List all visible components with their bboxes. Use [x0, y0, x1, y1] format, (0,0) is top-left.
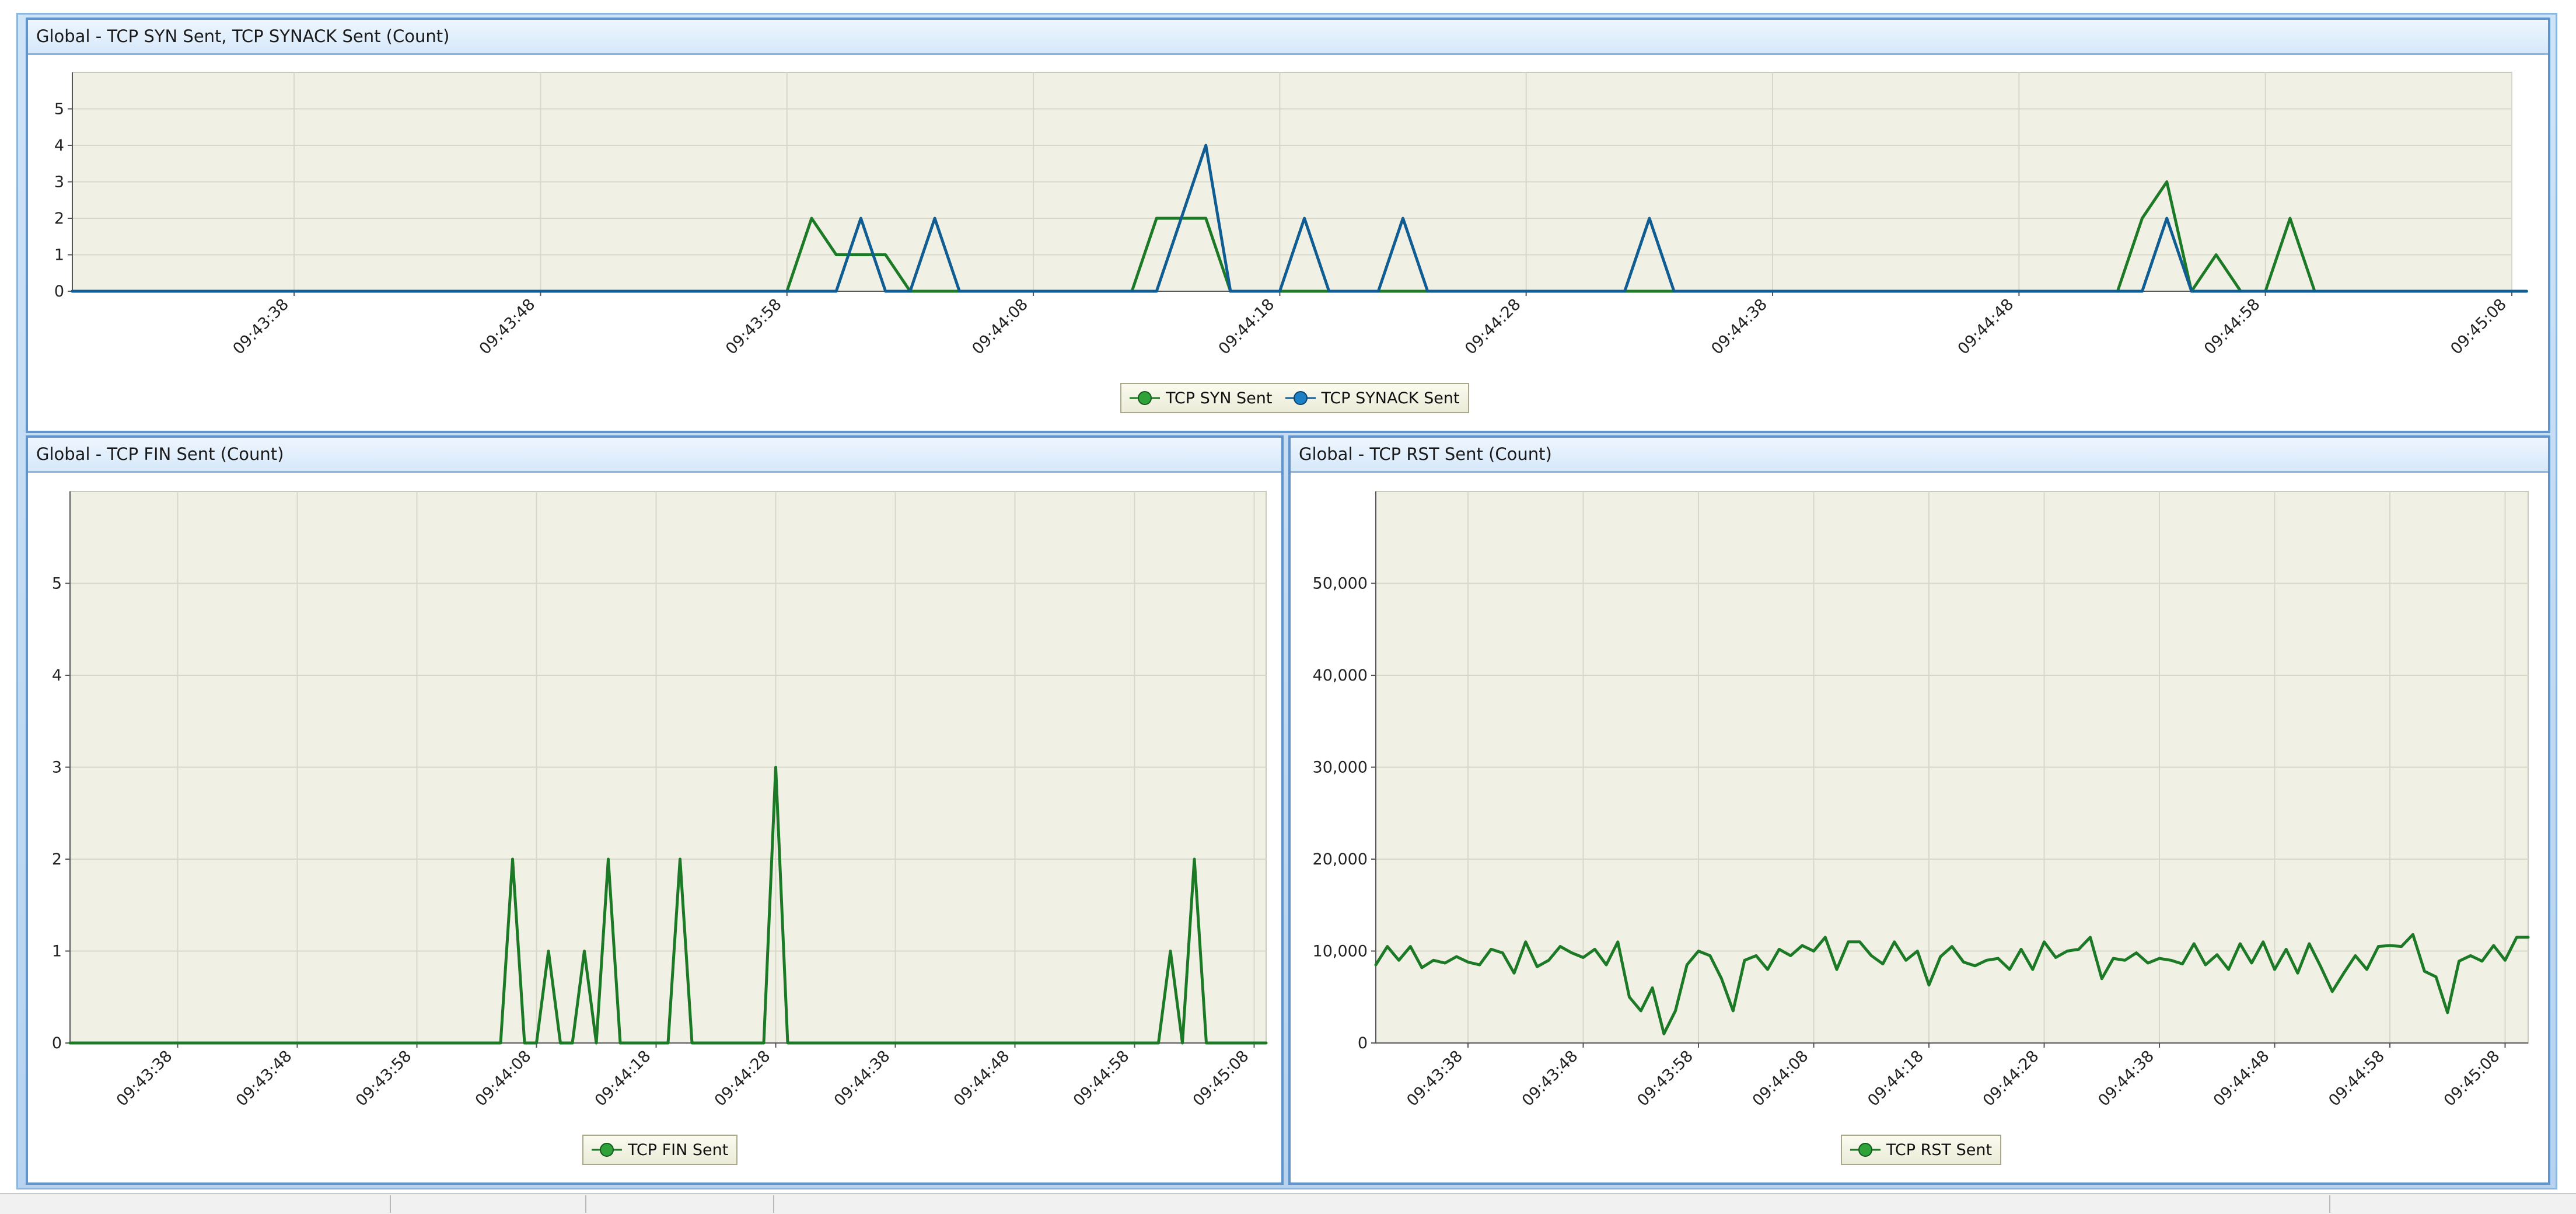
legend-item-tcp-syn-sent[interactable]: TCP SYN Sent	[1130, 389, 1273, 407]
y-tick-label: 0	[54, 282, 64, 301]
chart-rst-svg: 0 10,000 20,000 30,000 40,000 50,000 09:43:38 0…	[1313, 491, 2530, 1110]
x-tick-label: 09:43:38	[229, 295, 292, 358]
y-tick-label: 0	[1358, 1034, 1368, 1052]
panel-rst: Global - TCP RST Sent (Count) 0 10,000 20,…	[1288, 435, 2550, 1185]
y-tick-label: 1	[52, 943, 62, 961]
series-line-tcp-synack-sent	[71, 144, 2528, 293]
x-tick-label: 09:45:08	[1190, 1047, 1253, 1110]
y-tick-label: 4	[52, 667, 62, 685]
status-bar-divider	[585, 1195, 586, 1213]
y-tick-label: 30,000	[1313, 759, 1368, 777]
x-tick-label: 09:44:38	[831, 1047, 894, 1110]
y-tick-label: 50,000	[1313, 575, 1368, 593]
x-tick-label: 09:44:58	[1070, 1047, 1133, 1110]
x-tick-label: 09:44:18	[592, 1047, 655, 1110]
legend-item-tcp-rst-sent[interactable]: TCP RST Sent	[1850, 1141, 1992, 1159]
x-tick-label: 09:44:08	[472, 1047, 535, 1110]
panel-header[interactable]: Global - TCP RST Sent (Count)	[1291, 438, 2548, 473]
status-bar-divider	[2329, 1195, 2330, 1213]
x-tick-label: 09:43:58	[1634, 1047, 1697, 1110]
chart-rst: 0 10,000 20,000 30,000 40,000 50,000 09:43:38 0…	[1291, 438, 2548, 1182]
x-tick-label: 09:44:58	[2325, 1047, 2388, 1110]
panel-syn-synack: Global - TCP SYN Sent, TCP SYNACK Sent (…	[26, 18, 2550, 433]
legend-fin: TCP FIN Sent	[582, 1135, 738, 1165]
x-tick-label: 09:44:48	[2210, 1047, 2273, 1110]
legend-label: TCP SYN Sent	[1166, 389, 1273, 407]
legend-marker-green-icon	[592, 1143, 622, 1157]
x-tick-label: 09:44:28	[711, 1047, 774, 1110]
y-tick-label: 3	[54, 173, 64, 191]
panel-fin: Global - TCP FIN Sent (Count) 0 1 2 3 4 5 09:4…	[26, 435, 1284, 1185]
chart-fin-svg: 0 1 2 3 4 5 09:43:38 09:43:48 09:43:58 09:44:08 09…	[52, 491, 1268, 1110]
status-bar-divider	[390, 1195, 391, 1213]
legend-item-tcp-fin-sent[interactable]: TCP FIN Sent	[592, 1141, 728, 1159]
legend-label: TCP RST Sent	[1886, 1140, 1993, 1159]
x-tick-label: 09:44:08	[1749, 1047, 1812, 1110]
y-tick-label: 5	[52, 575, 62, 593]
x-tick-label: 09:43:48	[1519, 1047, 1582, 1110]
panel-header[interactable]: Global - TCP FIN Sent (Count)	[28, 438, 1281, 473]
x-tick-label: 09:44:48	[1955, 295, 2018, 358]
panel-title: Global - TCP RST Sent (Count)	[1299, 444, 1552, 464]
series-line-tcp-fin-sent	[68, 766, 1268, 1045]
series-line-tcp-rst-sent	[1374, 933, 2530, 1035]
x-tick-label: 09:44:28	[1980, 1047, 2043, 1110]
legend-syn-synack: TCP SYN Sent TCP SYNACK Sent	[1120, 383, 1469, 413]
x-tick-label: 09:43:58	[352, 1047, 415, 1110]
x-tick-label: 09:43:48	[476, 295, 539, 358]
y-tick-label: 2	[52, 850, 62, 868]
y-tick-label: 4	[54, 137, 64, 155]
chart-syn-synack-svg: 0 1 2 3 4 5 09:43:38 09:43:48 09:43:58 09:44:08 09…	[54, 72, 2528, 358]
chart-fin: 0 1 2 3 4 5 09:43:38 09:43:48 09:43:58 09:44:08 09…	[28, 438, 1281, 1182]
legend-label: TCP SYNACK Sent	[1321, 389, 1460, 407]
x-tick-label: 09:44:18	[1215, 295, 1278, 358]
y-tick-label: 3	[52, 759, 62, 777]
x-tick-label: 09:44:18	[1864, 1047, 1927, 1110]
chart-syn-synack: 0 1 2 3 4 5 09:43:38 09:43:48 09:43:58 09:44:08 09…	[28, 20, 2548, 431]
x-tick-label: 09:43:58	[722, 295, 785, 358]
legend-rst: TCP RST Sent	[1841, 1135, 2002, 1165]
legend-item-tcp-synack-sent[interactable]: TCP SYNACK Sent	[1285, 389, 1460, 407]
x-tick-label: 09:44:48	[950, 1047, 1013, 1110]
x-tick-label: 09:43:38	[113, 1047, 176, 1110]
y-tick-label: 0	[52, 1034, 62, 1052]
x-tick-label: 09:44:08	[969, 295, 1032, 358]
y-tick-label: 2	[54, 210, 64, 228]
status-bar	[0, 1193, 2576, 1214]
x-tick-label: 09:45:08	[2447, 295, 2510, 358]
x-tick-label: 09:45:08	[2441, 1047, 2504, 1110]
x-tick-label: 09:43:48	[233, 1047, 296, 1110]
legend-marker-green-icon	[1850, 1143, 1881, 1157]
panel-title: Global - TCP FIN Sent (Count)	[36, 444, 284, 464]
legend-marker-green-icon	[1130, 391, 1160, 405]
y-tick-label: 40,000	[1313, 667, 1368, 685]
x-tick-label: 09:44:28	[1462, 295, 1525, 358]
y-tick-label: 5	[54, 100, 64, 118]
legend-label: TCP FIN Sent	[628, 1140, 729, 1159]
panel-header[interactable]: Global - TCP SYN Sent, TCP SYNACK Sent (…	[28, 20, 2548, 55]
x-tick-label: 09:43:38	[1403, 1047, 1466, 1110]
x-tick-label: 09:44:58	[2201, 295, 2264, 358]
y-tick-label: 20,000	[1313, 850, 1368, 868]
status-bar-divider	[773, 1195, 774, 1213]
y-tick-label: 10,000	[1313, 943, 1368, 961]
panel-title: Global - TCP SYN Sent, TCP SYNACK Sent (…	[36, 26, 450, 46]
x-tick-label: 09:44:38	[2095, 1047, 2158, 1110]
y-tick-label: 1	[54, 246, 64, 264]
legend-marker-blue-icon	[1285, 391, 1316, 405]
x-tick-label: 09:44:38	[1708, 295, 1771, 358]
